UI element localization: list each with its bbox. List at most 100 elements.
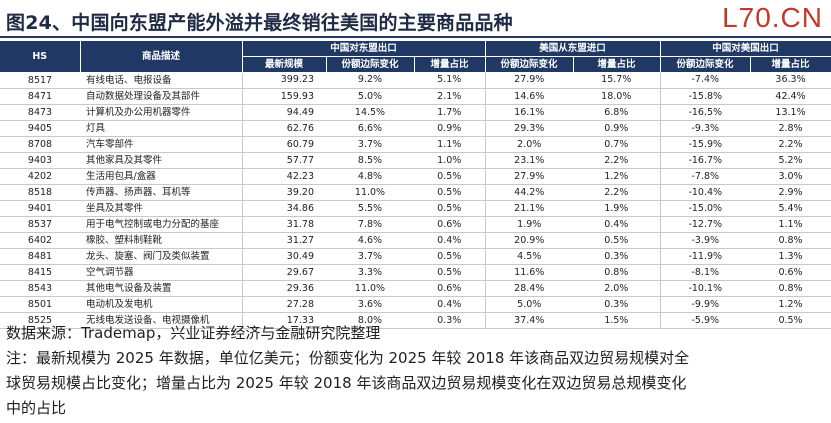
- table-cell: 21.1%: [484, 200, 573, 217]
- table-cell: 14.6%: [484, 88, 573, 105]
- table-cell: 8517: [0, 72, 80, 89]
- table-cell: 8518: [0, 184, 80, 201]
- data-table: HS 商品描述 中国对东盟出口 美国从东盟进口 中国对美国出口 最新规模 份额边…: [0, 41, 831, 329]
- table-cell: 1.7%: [414, 104, 485, 121]
- table-cell: 6.8%: [573, 104, 661, 121]
- table-cell: 2.2%: [573, 152, 661, 169]
- table-cell: 6.6%: [326, 120, 414, 137]
- table-cell: 0.5%: [414, 168, 485, 185]
- table-cell: 灯具: [80, 120, 242, 137]
- group-header-china-us: 中国对美国出口: [660, 41, 831, 58]
- table-row: 9401 坐具及其零件 34.86 5.5% 0.5% 21.1% 1.9% -15.0% 5.…: [0, 200, 831, 217]
- table-cell: 0.6%: [414, 216, 485, 233]
- table-cell: 8543: [0, 280, 80, 297]
- table-cell: 5.2%: [750, 152, 831, 169]
- table-cell: 8415: [0, 264, 80, 281]
- table-cell: 36.3%: [750, 72, 831, 89]
- table-cell: 4.5%: [484, 248, 573, 265]
- col-header-desc: 商品描述: [80, 41, 243, 73]
- table-cell: -10.1%: [659, 280, 751, 297]
- table-row: 8415 空气调节器 29.67 3.3% 0.5% 11.6% 0.8% -8.1% 0.6%: [0, 264, 831, 281]
- table-row: 8473 计算机及办公用机器零件 94.49 14.5% 1.7% 16.1% 6.8% -1…: [0, 104, 831, 121]
- group-header-row: HS 商品描述 中国对东盟出口 美国从东盟进口 中国对美国出口: [0, 41, 831, 73]
- table-cell: 橡胶、塑料制鞋靴: [80, 232, 242, 249]
- table-cell: 汽车零部件: [80, 136, 242, 153]
- table-cell: -16.7%: [659, 152, 751, 169]
- table-cell: 1.2%: [750, 296, 831, 313]
- table-cell: 62.76: [241, 120, 326, 137]
- table-cell: 0.3%: [573, 248, 661, 265]
- table-cell: 2.2%: [750, 136, 831, 153]
- table-cell: 用于电气控制或电力分配的基座: [80, 216, 242, 233]
- table-cell: 44.2%: [484, 184, 573, 201]
- title-rule: [0, 36, 831, 38]
- table-cell: 0.5%: [750, 312, 831, 329]
- source-note: 数据来源：Trademap，兴业证券经济与金融研究院整理: [6, 324, 381, 342]
- table-cell: 34.86: [241, 200, 326, 217]
- table-cell: 7.8%: [326, 216, 414, 233]
- table-cell: 8473: [0, 104, 80, 121]
- table-cell: 3.7%: [326, 248, 414, 265]
- sub-header: 最新规模: [242, 56, 327, 73]
- table-cell: 8501: [0, 296, 80, 313]
- table-cell: 传声器、扬声器、耳机等: [80, 184, 242, 201]
- table-cell: 17.33: [241, 312, 326, 329]
- table-cell: 18.0%: [573, 88, 661, 105]
- table-cell: 29.36: [241, 280, 326, 297]
- sub-header-row: 最新规模 份额边际变化 增量占比 份额边际变化 增量占比 份额边际变化 增量占比: [0, 56, 831, 73]
- table-cell: 0.4%: [414, 296, 485, 313]
- col-header-hs: HS: [0, 41, 81, 73]
- table-cell: 0.9%: [414, 120, 485, 137]
- table-cell: 3.7%: [326, 136, 414, 153]
- table-cell: 无线电发送设备、电视摄像机: [80, 312, 242, 329]
- sub-header: 增量占比: [414, 56, 486, 73]
- table-cell: -16.5%: [659, 104, 751, 121]
- table-cell: 5.5%: [326, 200, 414, 217]
- table-cell: 5.4%: [750, 200, 831, 217]
- table-cell: 27.9%: [484, 72, 573, 89]
- table-row: 8543 其他电气设备及装置 29.36 11.0% 0.6% 28.4% 2.0% -10.…: [0, 280, 831, 297]
- table-cell: -7.8%: [659, 168, 751, 185]
- table-cell: 5.0%: [326, 88, 414, 105]
- table-cell: 8708: [0, 136, 80, 153]
- table-row: 8501 电动机及发电机 27.28 3.6% 0.4% 5.0% 0.3% -9.9% 1.2…: [0, 296, 831, 313]
- table-cell: -15.8%: [659, 88, 751, 105]
- table-cell: -9.9%: [659, 296, 751, 313]
- table-cell: 0.3%: [573, 296, 661, 313]
- sub-header: 增量占比: [573, 56, 661, 73]
- table-row: 4202 生活用包具/盒器 42.23 4.8% 0.5% 27.9% 1.2% -7.8% 3…: [0, 168, 831, 185]
- table-cell: 1.0%: [414, 152, 485, 169]
- table-cell: 16.1%: [484, 104, 573, 121]
- table-cell: 30.49: [241, 248, 326, 265]
- table-cell: 龙头、旋塞、阀门及类似装置: [80, 248, 242, 265]
- table-cell: 3.3%: [326, 264, 414, 281]
- sub-header: 份额边际变化: [660, 56, 751, 73]
- table-cell: 4202: [0, 168, 80, 185]
- table-cell: 20.9%: [484, 232, 573, 249]
- table-row: 9403 其他家具及其零件 57.77 8.5% 1.0% 23.1% 2.2% -16.7%…: [0, 152, 831, 169]
- group-header-us-from-asean: 美国从东盟进口: [485, 41, 661, 58]
- table-cell: 11.0%: [326, 280, 414, 297]
- table-cell: 0.5%: [414, 200, 485, 217]
- table-cell: 23.1%: [484, 152, 573, 169]
- table-row: 6402 橡胶、塑料制鞋靴 31.27 4.6% 0.4% 20.9% 0.5% -3.9% 0…: [0, 232, 831, 249]
- table-row: 8517 有线电话、电报设备 399.23 9.2% 5.1% 27.9% 15.7% -7.…: [0, 72, 831, 89]
- table-cell: 27.28: [241, 296, 326, 313]
- table-row: 9405 灯具 62.76 6.6% 0.9% 29.3% 0.9% -9.3% 2.8%: [0, 120, 831, 137]
- sub-header: 份额边际变化: [485, 56, 574, 73]
- table-cell: 电动机及发电机: [80, 296, 242, 313]
- table-cell: 5.0%: [484, 296, 573, 313]
- table-cell: 11.0%: [326, 184, 414, 201]
- table-cell: 13.1%: [750, 104, 831, 121]
- table-cell: 4.6%: [326, 232, 414, 249]
- table-cell: 其他电气设备及装置: [80, 280, 242, 297]
- table-body: 8517 有线电话、电报设备 399.23 9.2% 5.1% 27.9% 15.7% -7.…: [0, 72, 831, 329]
- table-cell: 60.79: [241, 136, 326, 153]
- table-row: 8525 无线电发送设备、电视摄像机 17.33 8.0% 0.3% 37.4% 1.5% -…: [0, 312, 831, 329]
- table-row: 8537 用于电气控制或电力分配的基座 31.78 7.8% 0.6% 1.9% 0.4% -…: [0, 216, 831, 233]
- table-cell: 坐具及其零件: [80, 200, 242, 217]
- table-cell: 42.23: [241, 168, 326, 185]
- table-cell: -5.9%: [659, 312, 751, 329]
- footnote-line-3: 中的占比: [6, 399, 67, 417]
- table-cell: 0.5%: [573, 232, 661, 249]
